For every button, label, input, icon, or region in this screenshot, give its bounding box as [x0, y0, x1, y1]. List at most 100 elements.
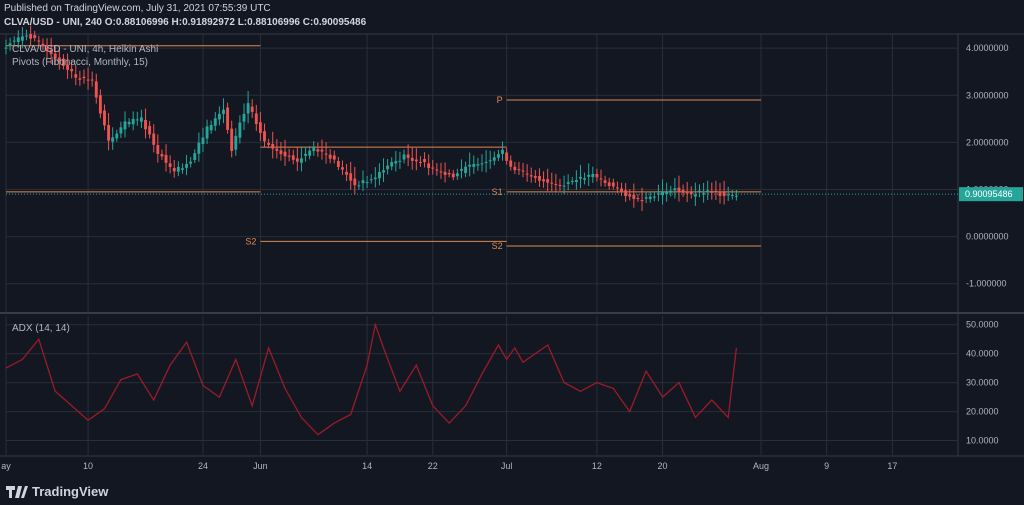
- candle-body: [529, 175, 533, 177]
- candle-body: [414, 159, 418, 162]
- candle-body: [172, 167, 176, 172]
- published-note: Published on TradingView.com, July 31, 2…: [4, 3, 271, 14]
- candle-body: [234, 135, 238, 150]
- candle-body: [90, 79, 94, 81]
- candle-body: [316, 149, 320, 152]
- candle-body: [505, 152, 509, 161]
- high-value: 0.91892972: [182, 17, 235, 28]
- candle-body: [119, 127, 123, 134]
- candle-body: [632, 194, 636, 199]
- candle-body: [320, 149, 324, 152]
- candle-body: [734, 195, 738, 197]
- candle-body: [324, 153, 328, 155]
- candle-body: [287, 155, 291, 157]
- pivot-label: S1: [492, 187, 503, 197]
- candle-body: [156, 145, 160, 154]
- candle-body: [33, 35, 37, 39]
- candle-body: [492, 157, 496, 161]
- candle-body: [394, 161, 398, 164]
- candle-body: [275, 148, 279, 151]
- candle-body: [640, 200, 644, 202]
- candle-body: [365, 182, 369, 184]
- x-tick-label: 14: [362, 461, 372, 471]
- last-price-badge: [959, 187, 1023, 202]
- candle-body: [197, 142, 201, 154]
- y-tick-label: 0.0000000: [966, 232, 1009, 242]
- candle-body: [181, 168, 184, 170]
- candle-body: [8, 43, 12, 47]
- high-label: H:: [171, 17, 183, 28]
- candle-body: [53, 53, 57, 59]
- candle-body: [267, 142, 271, 145]
- x-tick-label: ay: [1, 461, 11, 471]
- x-tick-label: 9: [824, 461, 829, 471]
- x-tick-label: Aug: [753, 461, 769, 471]
- legend-series: CLVA/USD - UNI, 4h, Heikin Ashi: [12, 44, 158, 55]
- candle-body: [730, 194, 734, 196]
- tradingview-logo[interactable]: TradingView: [6, 484, 108, 499]
- candle-body: [189, 161, 193, 164]
- candle-body: [111, 137, 115, 142]
- candle-body: [665, 192, 669, 195]
- candle-body: [525, 173, 529, 175]
- candle-body: [513, 166, 517, 171]
- candle-body: [546, 179, 550, 183]
- candle-body: [583, 178, 587, 180]
- candle-body: [550, 182, 554, 184]
- candle-body: [74, 74, 78, 78]
- candle-body: [258, 122, 262, 133]
- candle-body: [615, 187, 619, 189]
- candle-body: [29, 34, 33, 39]
- candle-body: [554, 184, 558, 186]
- legend-adx: ADX (14, 14): [12, 323, 70, 334]
- candle-body: [246, 103, 250, 114]
- candle-body: [406, 154, 410, 158]
- candle-body: [693, 194, 697, 197]
- candle-body: [353, 178, 357, 186]
- candle-body: [419, 161, 422, 163]
- candle-body: [139, 117, 143, 122]
- candle-body: [595, 173, 599, 178]
- candle-body: [443, 171, 447, 175]
- candle-body: [103, 110, 106, 126]
- candle-body: [4, 47, 8, 49]
- candle-body: [127, 121, 131, 125]
- candle-body: [591, 173, 595, 178]
- candle-body: [636, 198, 640, 200]
- candle-body: [205, 126, 209, 139]
- pivot-levels: S2 P S1 S2: [6, 45, 958, 251]
- candle-body: [689, 192, 693, 194]
- candle-body: [435, 169, 439, 171]
- candle-body: [86, 79, 90, 81]
- candle-body: [308, 150, 312, 156]
- candle-body: [78, 78, 82, 80]
- symbol-line: CLVA/USD - UNI, 240: [4, 17, 102, 28]
- last-price-text: 0.90095486: [965, 189, 1013, 199]
- candle-body: [98, 95, 102, 114]
- candle-body: [427, 163, 431, 169]
- candle-body: [398, 160, 402, 162]
- candle-body: [484, 161, 488, 163]
- candle-body: [263, 131, 266, 142]
- candle-body: [20, 36, 24, 41]
- x-tick-label: 10: [83, 461, 93, 471]
- candle-body: [538, 175, 541, 181]
- candle-body: [460, 168, 463, 171]
- candle-body: [566, 182, 570, 184]
- candle-body: [152, 133, 156, 145]
- candle-body: [45, 47, 49, 52]
- candle-body: [390, 162, 394, 167]
- candle-body: [562, 185, 566, 187]
- close-value: 0.90095486: [313, 17, 367, 28]
- grid-lines: [0, 33, 1024, 457]
- axes: ay 10 24 Jun 14 22 Jul 12 20 Aug 9 17 4.0000000 3.000…: [1, 43, 1023, 471]
- y-tick-label: 3.0000000: [966, 90, 1009, 100]
- candle-body: [373, 177, 377, 180]
- candle-body: [57, 57, 61, 62]
- candle-body: [328, 154, 332, 159]
- candle-body: [681, 189, 685, 193]
- candle-body: [603, 180, 607, 183]
- x-tick-label: 24: [198, 461, 208, 471]
- candle-body: [254, 113, 258, 125]
